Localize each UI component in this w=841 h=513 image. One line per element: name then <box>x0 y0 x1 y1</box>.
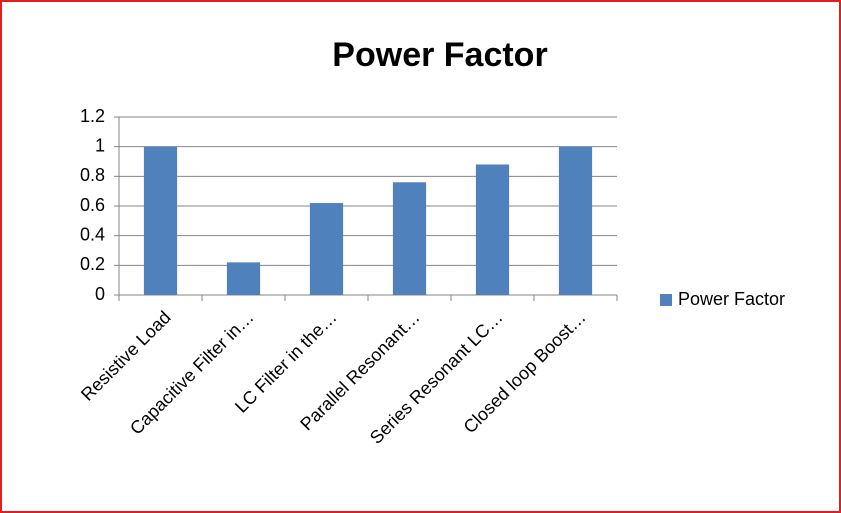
bar <box>392 182 427 295</box>
y-tick-label: 0 <box>95 284 105 304</box>
y-tick-label: 0.8 <box>80 165 105 185</box>
y-tick-label: 0.2 <box>80 254 105 274</box>
bar <box>226 262 261 295</box>
y-tick-label: 0.6 <box>80 195 105 215</box>
y-tick-label: 1.2 <box>80 106 105 126</box>
bar <box>475 164 510 295</box>
y-tick-label: 1 <box>95 135 105 155</box>
bar <box>143 146 178 295</box>
bar <box>309 203 344 295</box>
legend-label: Power Factor <box>678 289 785 309</box>
y-tick-label: 0.4 <box>80 224 105 244</box>
legend-swatch <box>660 294 672 306</box>
bar <box>558 146 593 295</box>
chart-title: Power Factor <box>332 36 547 74</box>
